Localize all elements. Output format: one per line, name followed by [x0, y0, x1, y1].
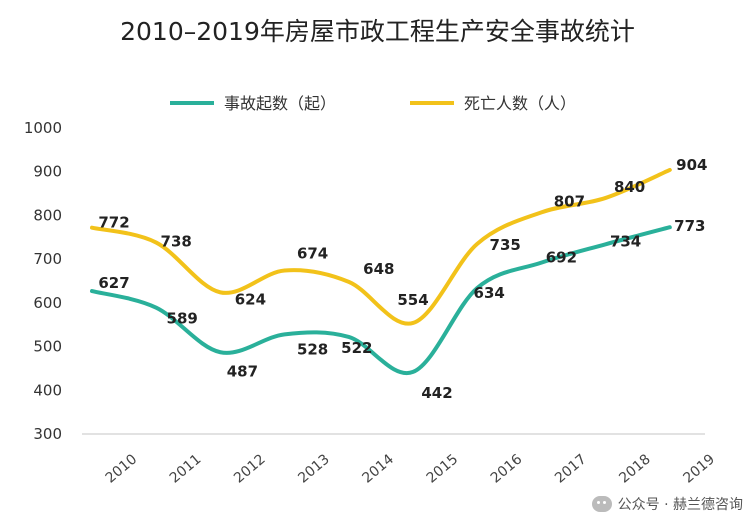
- data-label: 634: [474, 284, 505, 302]
- x-tick-label: 2012: [231, 451, 269, 486]
- series-line-accidents: [90, 225, 672, 376]
- chart-title: 2010–2019年房屋市政工程生产安全事故统计: [120, 17, 635, 46]
- x-tick-label: 2014: [359, 451, 397, 486]
- data-label: 692: [546, 249, 577, 267]
- x-tick-label: 2016: [488, 451, 526, 486]
- data-label: 807: [554, 192, 585, 210]
- watermark-text: 公众号 · 赫兰德咨询: [617, 497, 743, 513]
- watermark: 公众号 · 赫兰德咨询: [591, 494, 743, 514]
- data-label: 840: [614, 178, 645, 196]
- x-tick-label: 2018: [616, 451, 654, 486]
- y-tick-label: 700: [33, 250, 62, 268]
- x-tick-label: 2019: [680, 451, 718, 486]
- data-label: 487: [227, 362, 258, 380]
- x-tick-label: 2017: [552, 451, 590, 486]
- data-label: 674: [297, 245, 328, 263]
- data-label: 528: [297, 340, 328, 358]
- data-label: 734: [610, 232, 641, 250]
- data-label: 554: [397, 291, 428, 309]
- y-tick-label: 600: [33, 294, 62, 312]
- data-label: 624: [235, 290, 266, 308]
- data-label: 904: [676, 156, 707, 174]
- y-tick-label: 500: [33, 338, 62, 356]
- x-tick-label: 2010: [103, 451, 141, 486]
- legend-label-deaths: 死亡人数（人）: [464, 94, 576, 113]
- data-label: 648: [363, 260, 394, 278]
- data-label: 522: [341, 339, 372, 357]
- y-tick-label: 1000: [24, 119, 62, 137]
- x-tick-label: 2013: [295, 451, 333, 486]
- series-line-deaths: [90, 167, 672, 326]
- legend-label-accidents: 事故起数（起）: [224, 94, 336, 113]
- y-tick-label: 800: [33, 206, 62, 224]
- y-tick-label: 900: [33, 163, 62, 181]
- data-label: 773: [674, 217, 705, 235]
- data-label: 442: [421, 384, 452, 402]
- data-label: 589: [167, 310, 198, 328]
- data-label: 738: [161, 233, 192, 251]
- y-tick-label: 400: [33, 381, 62, 399]
- x-tick-label: 2011: [167, 451, 205, 486]
- wechat-icon: [591, 496, 612, 512]
- data-label: 735: [490, 236, 521, 254]
- x-tick-label: 2015: [424, 451, 462, 486]
- data-label: 627: [98, 274, 129, 292]
- y-tick-label: 300: [33, 425, 62, 443]
- data-label: 772: [98, 214, 129, 232]
